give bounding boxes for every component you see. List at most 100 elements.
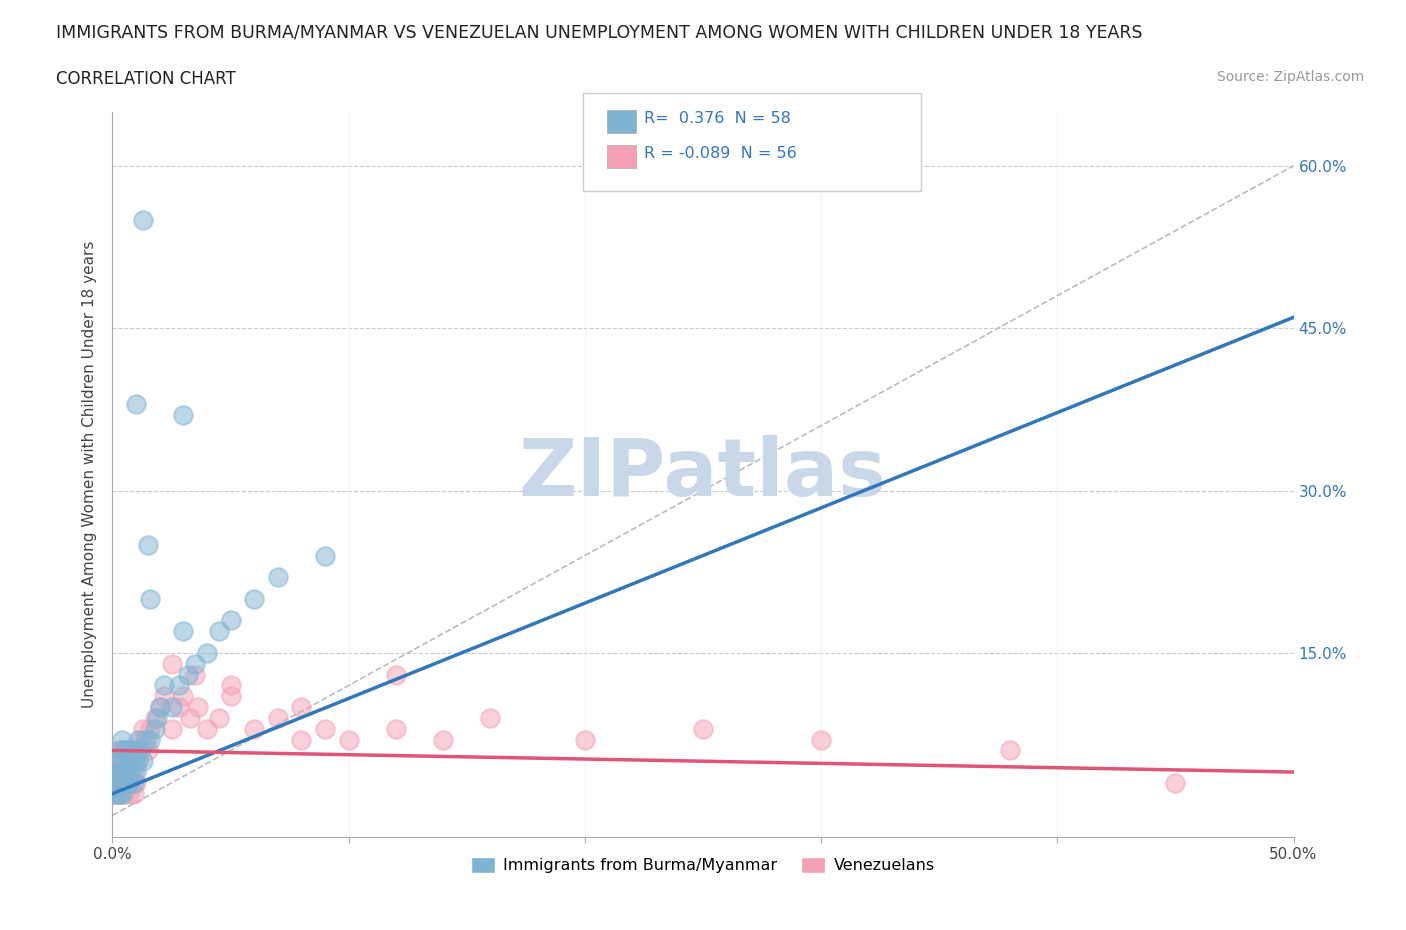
Point: [146, 711, 169, 725]
Point: [574, 732, 596, 747]
Point: [139, 732, 162, 747]
Point: [108, 754, 131, 769]
Y-axis label: Unemployment Among Women with Children Under 18 years: Unemployment Among Women with Children U…: [82, 241, 97, 708]
Point: [104, 786, 127, 801]
Point: [153, 678, 176, 693]
Point: [179, 711, 201, 725]
Point: [105, 776, 128, 790]
Point: [208, 624, 231, 639]
Point: [104, 764, 127, 779]
Point: [122, 786, 145, 801]
Point: [118, 786, 141, 801]
Point: [112, 743, 135, 758]
Point: [172, 624, 194, 639]
Point: [125, 764, 148, 779]
Point: [143, 711, 166, 725]
Point: [385, 667, 408, 682]
Point: [105, 754, 128, 769]
Point: [132, 754, 155, 769]
Point: [167, 678, 190, 693]
Point: [104, 776, 127, 790]
Point: [118, 764, 141, 779]
Point: [112, 743, 135, 758]
Point: [195, 722, 218, 737]
Point: [120, 754, 142, 769]
Point: [810, 732, 832, 747]
Point: [120, 776, 142, 790]
Point: [125, 396, 148, 411]
Point: [125, 754, 148, 769]
Point: [267, 711, 290, 725]
Point: [243, 591, 266, 606]
Point: [160, 699, 183, 714]
Point: [139, 591, 162, 606]
Point: [112, 764, 135, 779]
Point: [219, 689, 242, 704]
Point: [105, 754, 128, 769]
Point: [112, 754, 135, 769]
Point: [107, 776, 129, 790]
Point: [998, 743, 1021, 758]
Point: [111, 754, 134, 769]
Point: [125, 743, 148, 758]
Point: [290, 699, 312, 714]
Point: [160, 657, 183, 671]
Point: [118, 764, 141, 779]
Point: [172, 407, 194, 422]
Point: [160, 722, 183, 737]
Point: [184, 657, 207, 671]
Point: [195, 645, 218, 660]
Point: [149, 699, 172, 714]
Point: [385, 722, 408, 737]
Point: [108, 764, 131, 779]
Point: [177, 667, 200, 682]
Point: [243, 722, 266, 737]
Point: [136, 538, 159, 552]
Point: [111, 786, 134, 801]
Point: [115, 743, 138, 758]
Text: IMMIGRANTS FROM BURMA/MYANMAR VS VENEZUELAN UNEMPLOYMENT AMONG WOMEN WITH CHILDR: IMMIGRANTS FROM BURMA/MYANMAR VS VENEZUE…: [56, 23, 1143, 41]
Point: [167, 699, 190, 714]
Point: [136, 743, 159, 758]
Text: R = -0.089  N = 56: R = -0.089 N = 56: [644, 146, 797, 161]
Point: [139, 722, 162, 737]
Point: [1164, 776, 1187, 790]
Point: [115, 754, 138, 769]
Text: CORRELATION CHART: CORRELATION CHART: [56, 70, 236, 87]
Point: [112, 776, 135, 790]
Point: [122, 754, 145, 769]
Point: [115, 754, 138, 769]
Point: [314, 548, 336, 563]
Point: [118, 754, 141, 769]
Point: [115, 776, 138, 790]
Point: [135, 732, 157, 747]
Point: [125, 776, 148, 790]
Point: [186, 699, 208, 714]
Text: ZIPatlas: ZIPatlas: [519, 435, 887, 513]
Point: [110, 776, 132, 790]
Point: [111, 776, 134, 790]
Point: [184, 667, 207, 682]
Point: [105, 764, 128, 779]
Point: [337, 732, 360, 747]
Text: Source: ZipAtlas.com: Source: ZipAtlas.com: [1216, 70, 1364, 84]
Point: [219, 613, 242, 628]
Point: [105, 786, 128, 801]
Point: [432, 732, 454, 747]
Point: [105, 776, 128, 790]
Point: [172, 689, 194, 704]
Point: [120, 743, 142, 758]
Point: [127, 743, 149, 758]
Point: [112, 786, 135, 801]
Point: [127, 732, 149, 747]
Point: [111, 764, 134, 779]
Point: [132, 212, 155, 227]
Point: [103, 786, 125, 801]
Point: [267, 570, 290, 585]
Point: [479, 711, 502, 725]
Point: [111, 732, 134, 747]
Point: [122, 776, 145, 790]
Point: [108, 743, 131, 758]
Point: [153, 689, 176, 704]
Point: [314, 722, 336, 737]
